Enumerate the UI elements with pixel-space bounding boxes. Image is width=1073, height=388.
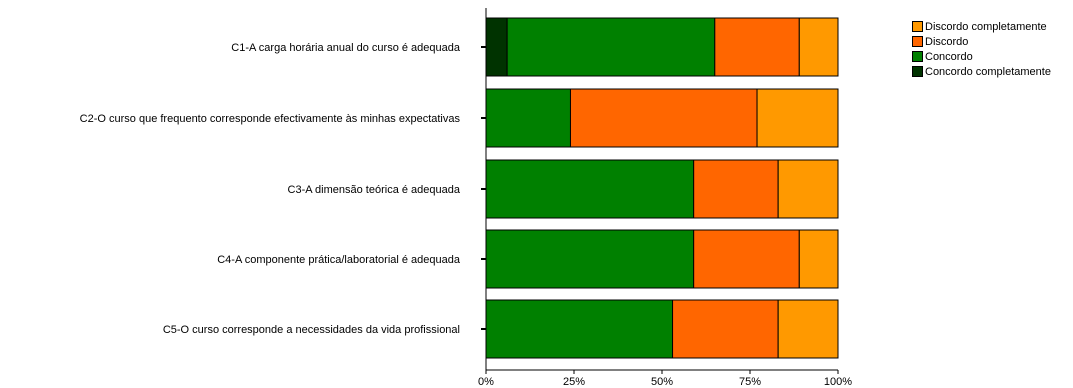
bar-segment	[485, 17, 508, 77]
legend-swatch	[912, 21, 923, 32]
category-label: C1-A carga horária anual do curso é adeq…	[231, 42, 461, 54]
bar-segment	[485, 299, 674, 359]
x-tick-label: 100%	[824, 376, 852, 388]
bar-segment	[798, 229, 839, 289]
bar-segment	[485, 229, 695, 289]
bar-segment	[569, 88, 758, 148]
bar-segment	[756, 88, 839, 148]
category-label: C5-O curso corresponde a necessidades da…	[163, 324, 460, 336]
bar-segment	[693, 229, 800, 289]
category-label: C2-O curso que frequento corresponde efe…	[80, 113, 461, 125]
legend-item: Discordo completamente	[912, 19, 1051, 34]
bar-segment	[485, 88, 571, 148]
legend-label: Concordo completamente	[925, 65, 1051, 78]
bar-segment	[714, 17, 800, 77]
x-tick-label: 50%	[651, 376, 673, 388]
legend-item: Discordo	[912, 34, 1051, 49]
category-label: C3-A dimensão teórica é adequada	[288, 184, 461, 196]
bar-segment	[798, 17, 839, 77]
legend-item: Concordo	[912, 49, 1051, 64]
chart-legend: Discordo completamente Discordo Concordo Co…	[912, 19, 1051, 79]
bar-segment	[777, 299, 839, 359]
category-label: C4-A componente prática/laboratorial é a…	[217, 254, 461, 266]
legend-swatch	[912, 51, 923, 62]
bar-segment	[777, 159, 839, 219]
bar-segment	[506, 17, 716, 77]
legend-swatch	[912, 36, 923, 47]
legend-label: Discordo completamente	[925, 20, 1047, 33]
legend-item: Concordo completamente	[912, 64, 1051, 79]
x-tick-label: 0%	[478, 376, 494, 388]
x-tick-label: 25%	[563, 376, 585, 388]
legend-label: Concordo	[925, 50, 973, 63]
bar-segment	[672, 299, 779, 359]
bar-segment	[485, 159, 695, 219]
legend-label: Discordo	[925, 35, 969, 48]
x-tick-label: 75%	[739, 376, 761, 388]
legend-swatch	[912, 66, 923, 77]
bar-segment	[693, 159, 779, 219]
